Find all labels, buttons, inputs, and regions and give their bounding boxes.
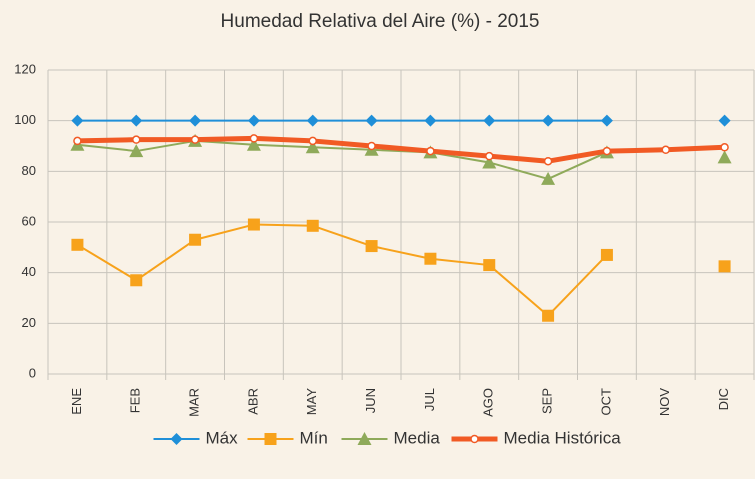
y-tick-label: 20	[22, 315, 36, 330]
x-tick-label: MAY	[304, 388, 319, 416]
marker	[264, 433, 277, 445]
y-tick-label: 60	[22, 213, 36, 228]
marker	[246, 137, 261, 151]
y-tick-label: 40	[22, 264, 36, 279]
marker	[247, 114, 260, 127]
marker	[424, 252, 437, 265]
marker	[365, 114, 378, 127]
chart-title: Humedad Relativa del Aire (%) - 2015	[221, 11, 540, 32]
x-tick-label: SEP	[540, 388, 555, 414]
marker	[602, 146, 612, 156]
marker	[600, 114, 613, 127]
legend-label: Media Histórica	[504, 428, 622, 447]
marker	[542, 114, 555, 127]
marker	[73, 136, 82, 146]
marker	[482, 155, 497, 169]
marker	[189, 233, 202, 246]
marker	[190, 135, 200, 144]
marker	[130, 114, 143, 127]
marker	[306, 114, 319, 127]
marker	[367, 141, 376, 151]
marker	[424, 114, 437, 127]
x-tick-label: JUN	[363, 388, 378, 413]
series-line	[77, 135, 725, 164]
marker	[365, 240, 378, 253]
marker	[306, 219, 319, 232]
marker	[720, 143, 729, 152]
x-tick-label: NOV	[657, 388, 672, 417]
marker	[718, 260, 731, 273]
legend-label: Media	[394, 428, 441, 447]
x-tick-label: AGO	[481, 388, 496, 417]
marker	[308, 136, 317, 146]
marker	[129, 144, 144, 158]
marker	[132, 135, 141, 144]
y-tick-label: 80	[22, 163, 36, 178]
marker	[661, 145, 670, 155]
marker	[170, 433, 183, 445]
marker	[247, 218, 260, 231]
marker	[600, 248, 613, 261]
y-tick-label: 0	[29, 365, 36, 380]
marker	[71, 238, 84, 251]
marker	[426, 146, 435, 156]
legend-label: Mín	[300, 428, 328, 447]
marker	[717, 150, 732, 164]
marker	[541, 171, 556, 185]
x-tick-label: MAR	[187, 388, 202, 417]
marker	[718, 114, 731, 127]
x-tick-label: JUL	[422, 388, 437, 411]
marker	[485, 151, 494, 161]
marker	[357, 432, 372, 445]
legend-label: Máx	[206, 428, 239, 447]
marker	[542, 309, 555, 322]
marker	[189, 114, 202, 127]
x-tick-label: OCT	[598, 388, 613, 416]
y-tick-label: 120	[14, 61, 36, 76]
x-tick-label: ENE	[69, 388, 84, 415]
x-tick-label: ABR	[245, 388, 260, 415]
marker	[71, 114, 84, 127]
y-tick-label: 100	[14, 112, 36, 127]
x-tick-label: FEB	[128, 388, 143, 413]
marker	[470, 434, 479, 444]
x-tick-label: DIC	[716, 388, 731, 410]
marker	[305, 140, 320, 154]
marker	[483, 259, 496, 272]
marker	[130, 274, 143, 287]
marker	[543, 156, 553, 166]
marker	[483, 114, 496, 127]
marker	[249, 134, 259, 143]
